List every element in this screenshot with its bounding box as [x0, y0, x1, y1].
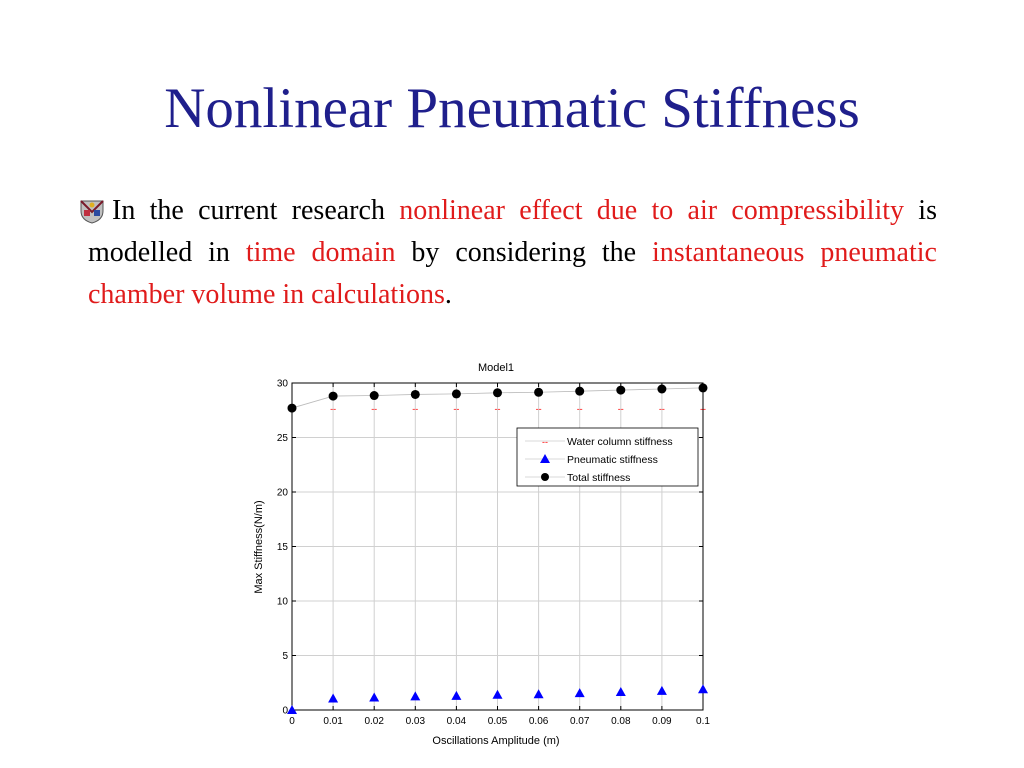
data-point-water-column: -- — [330, 404, 336, 414]
data-point-water-column: -- — [371, 404, 377, 414]
x-tick-label: 0.03 — [406, 716, 426, 727]
x-tick-label: 0.05 — [488, 716, 508, 727]
data-point-pneumatic — [410, 691, 421, 701]
data-point-water-column: -- — [618, 404, 624, 414]
data-point-total — [410, 389, 420, 399]
data-point-total — [328, 391, 338, 401]
data-point-water-column: -- — [536, 404, 542, 414]
y-tick-label: 20 — [277, 488, 289, 499]
data-point-pneumatic — [656, 685, 667, 695]
bullet-paragraph: In the current research nonlinear effect… — [88, 190, 937, 316]
data-point-total — [575, 386, 585, 396]
data-point-total — [657, 384, 667, 394]
data-point-pneumatic — [451, 690, 462, 700]
data-point-total — [287, 403, 297, 413]
y-tick-label: 0 — [282, 706, 288, 717]
chart-title: Model1 — [478, 362, 514, 374]
data-point-total — [451, 389, 461, 399]
x-tick-label: 0.1 — [696, 716, 710, 727]
data-point-pneumatic — [492, 689, 503, 699]
data-point-total — [616, 385, 626, 395]
data-point-water-column: -- — [577, 404, 583, 414]
data-point-water-column: -- — [659, 404, 665, 414]
x-tick-label: 0.04 — [447, 716, 467, 727]
legend-marker-total — [541, 473, 549, 481]
x-axis-label: Oscillations Amplitude (m) — [432, 735, 559, 747]
x-tick-label: 0.07 — [570, 716, 590, 727]
data-point-water-column: -- — [495, 404, 501, 414]
data-point-pneumatic — [369, 692, 380, 702]
data-point-pneumatic — [533, 689, 544, 699]
x-tick-label: 0.01 — [323, 716, 343, 727]
legend-label: Pneumatic stiffness — [567, 454, 658, 466]
data-point-pneumatic — [574, 688, 585, 698]
text-segment: by considering the — [395, 237, 653, 268]
legend-marker-pneumatic — [540, 454, 550, 463]
data-point-pneumatic — [287, 705, 297, 714]
legend-label: Water column stiffness — [567, 436, 673, 448]
highlight-chamber-volume: instantaneous pneumatic chamber volume i… — [88, 237, 937, 310]
slide-title: Nonlinear Pneumatic Stiffness — [164, 77, 860, 140]
legend-marker-water-column: -- — [542, 437, 548, 447]
x-tick-label: 0.06 — [529, 716, 549, 727]
legend-label: Total stiffness — [567, 472, 630, 484]
data-point-total — [534, 387, 544, 397]
x-tick-label: 0.02 — [364, 716, 384, 727]
text-segment: is modelled in — [88, 195, 937, 268]
x-tick-label: 0.08 — [611, 716, 631, 727]
university-crest-icon — [80, 200, 104, 224]
y-tick-label: 15 — [277, 542, 289, 553]
highlight-nonlinear-effect: nonlinear effect due to air compressibil… — [399, 195, 905, 226]
data-point-total — [493, 388, 502, 398]
highlight-time-domain: time domain — [245, 237, 396, 268]
y-axis-label: Max Stiffness(N/m) — [253, 500, 265, 593]
plot-frame — [291, 382, 704, 711]
data-point-pneumatic — [328, 693, 339, 703]
text-segment: In the current research — [112, 195, 400, 226]
data-point-total — [369, 391, 379, 401]
y-tick-label: 5 — [282, 651, 288, 662]
data-point-water-column: -- — [412, 404, 418, 414]
text-segment: . — [444, 279, 452, 310]
data-point-pneumatic — [698, 684, 708, 694]
x-tick-label: 0.09 — [652, 716, 672, 727]
y-tick-label: 25 — [277, 433, 289, 444]
data-point-water-column: -- — [453, 404, 459, 414]
stiffness-chart: Model1 Max Stiffness(N/m) Oscillations A… — [253, 362, 710, 747]
data-point-pneumatic — [615, 687, 626, 697]
data-point-total — [698, 383, 708, 393]
data-point-water-column: -- — [700, 404, 706, 414]
y-tick-label: 10 — [277, 597, 289, 608]
y-tick-label: 30 — [277, 379, 289, 390]
x-tick-label: 0 — [289, 716, 295, 727]
